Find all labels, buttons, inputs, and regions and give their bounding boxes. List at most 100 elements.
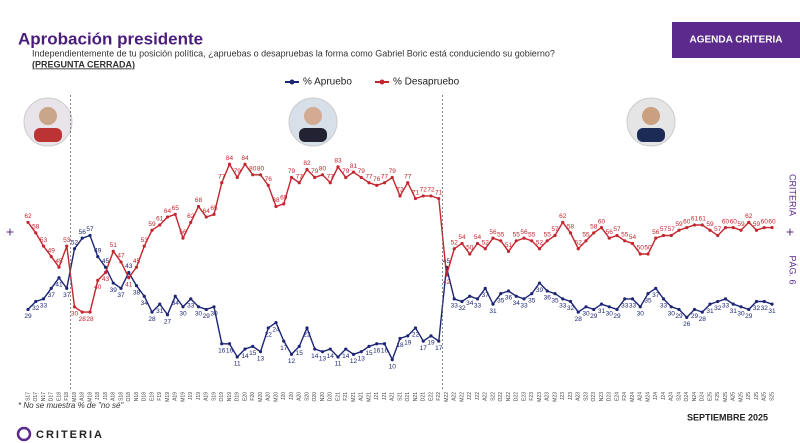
point — [235, 175, 239, 180]
x-tick-label: A24 — [638, 392, 644, 401]
point — [359, 175, 363, 180]
point — [522, 297, 526, 301]
data-label: 60 — [683, 218, 691, 225]
data-label: 35 — [497, 297, 505, 304]
data-label: 54 — [458, 234, 466, 241]
point — [382, 342, 387, 346]
data-label: 77 — [381, 173, 389, 180]
x-tick-label: S19 — [211, 392, 217, 401]
point — [437, 339, 441, 343]
data-label: 60 — [598, 218, 606, 225]
data-label: 29 — [590, 313, 598, 320]
data-label: 31 — [598, 308, 606, 315]
point — [576, 247, 580, 251]
data-label: 28 — [575, 316, 583, 323]
data-label: 50 — [466, 245, 474, 252]
data-label: 77 — [296, 173, 304, 180]
point — [41, 297, 46, 301]
data-label: 79 — [234, 168, 242, 175]
data-label: 30 — [210, 311, 218, 318]
agenda-button-label[interactable]: AGENDA CRITERIA — [690, 35, 783, 46]
point — [692, 223, 697, 227]
x-tick-label: D22 — [514, 392, 520, 401]
point — [127, 270, 131, 275]
point — [336, 355, 340, 359]
point — [685, 226, 689, 230]
point — [592, 231, 596, 235]
data-label: 15 — [365, 350, 373, 357]
data-label: 32 — [567, 305, 575, 312]
series-line — [27, 234, 773, 362]
data-label: 56 — [489, 229, 497, 236]
point — [561, 220, 565, 224]
data-label: 13 — [257, 355, 265, 362]
data-label: 56 — [520, 229, 528, 236]
data-label: 54 — [629, 234, 637, 241]
data-label: 16 — [226, 347, 234, 354]
data-label: 19 — [427, 340, 435, 347]
legend-label: % Apruebo — [303, 77, 352, 88]
point — [638, 305, 642, 309]
point — [460, 241, 464, 246]
point — [111, 281, 115, 285]
data-label: 55 — [513, 232, 521, 239]
data-label: 29 — [675, 313, 683, 320]
x-tick-label: E23 — [521, 392, 527, 401]
x-tick-label: F25 — [715, 392, 721, 401]
point — [599, 302, 604, 306]
x-tick-label: J23 — [568, 392, 574, 400]
x-tick-label: F24 — [622, 392, 628, 401]
data-label: 32 — [32, 305, 40, 312]
x-tick-label: A25 — [762, 392, 768, 401]
data-label: 57 — [714, 226, 722, 233]
data-label: 29 — [24, 313, 32, 320]
point — [731, 302, 735, 306]
data-label: 55 — [582, 232, 590, 239]
point — [630, 297, 635, 301]
point — [553, 233, 557, 238]
x-tick-label: O20 — [312, 392, 318, 402]
data-label: 42 — [443, 279, 451, 286]
data-label: 29 — [691, 313, 699, 320]
x-tick-label: M20 — [258, 392, 264, 402]
data-label: 79 — [311, 168, 319, 175]
x-tick-label: J18 — [103, 392, 109, 400]
agenda-button[interactable] — [672, 22, 800, 58]
data-label: 76 — [373, 176, 381, 183]
x-tick-label: F21 — [343, 392, 349, 401]
x-tick-label: E22 — [428, 392, 434, 401]
point — [96, 255, 100, 259]
data-label: 84 — [226, 155, 234, 162]
data-label: 60 — [761, 218, 769, 225]
data-label: 14 — [311, 353, 319, 360]
x-tick-label: S23 — [583, 392, 589, 401]
point — [235, 355, 239, 359]
point — [351, 170, 356, 174]
x-tick-label: J25 — [754, 392, 760, 400]
data-label: 28 — [86, 316, 94, 323]
point — [266, 326, 270, 330]
data-label: 13 — [358, 355, 366, 362]
data-label: 72 — [427, 187, 435, 194]
point — [483, 286, 487, 290]
x-tick-label: O24 — [684, 392, 690, 402]
x-tick-label: J24 — [653, 392, 659, 400]
point — [452, 247, 456, 251]
point — [150, 310, 154, 314]
point — [212, 305, 216, 309]
data-label: 79 — [389, 168, 397, 175]
point — [514, 239, 518, 243]
x-tick-label: S25 — [769, 392, 775, 401]
x-tick-label: J21 — [374, 392, 380, 400]
data-label: 49 — [48, 247, 56, 254]
point — [103, 265, 108, 269]
data-label: 38 — [133, 289, 141, 296]
data-label: 59 — [753, 221, 761, 228]
data-label: 53 — [63, 237, 71, 244]
x-tick-label: N20 — [320, 392, 326, 401]
data-label: 84 — [241, 155, 249, 162]
data-label: 50 — [637, 245, 645, 252]
data-label: 50 — [644, 245, 652, 252]
point — [429, 194, 433, 198]
